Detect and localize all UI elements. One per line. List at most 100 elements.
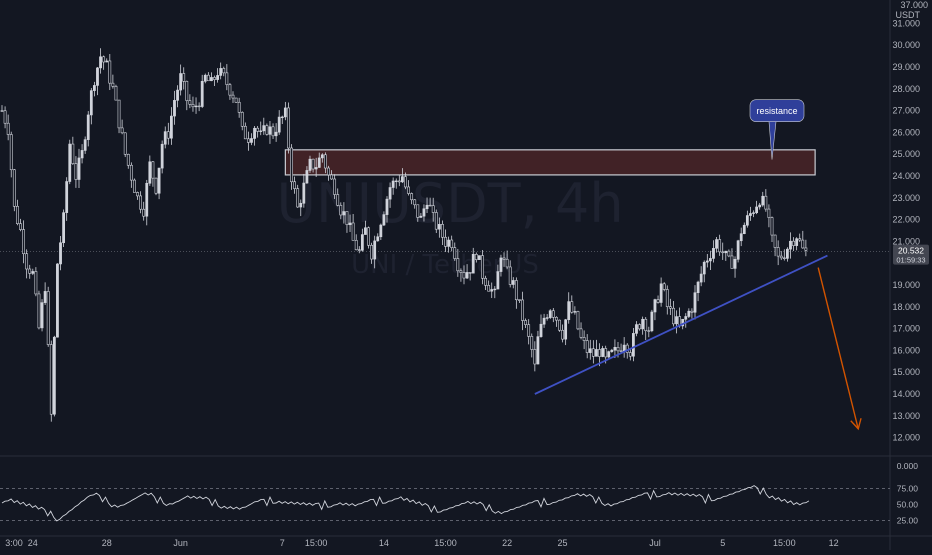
candle-body <box>22 229 25 255</box>
candle-body <box>154 177 158 194</box>
candle-body <box>250 138 253 143</box>
candle-body <box>3 110 7 124</box>
last-price-box <box>893 244 929 265</box>
candle-body <box>6 122 10 135</box>
candle-body <box>117 99 121 129</box>
candle-body <box>77 157 81 180</box>
candle-body <box>216 75 220 80</box>
candle-body <box>253 127 256 139</box>
candle-body <box>96 67 99 86</box>
time-axis[interactable]: 3:00 24 28 Jun 7 15:00 14 15:00 22 25 Jul 5 15:00 12 <box>5 538 838 548</box>
candle-body <box>314 167 318 170</box>
candle-body <box>785 248 789 259</box>
candle-body <box>638 324 641 330</box>
candle-body <box>345 211 349 225</box>
candle-body <box>86 114 90 140</box>
candle-body <box>573 311 577 313</box>
time-tick-label: 25 <box>558 538 568 548</box>
candle-body <box>770 217 774 236</box>
candle-body <box>798 238 802 241</box>
candle-body <box>739 233 743 242</box>
candle-body <box>123 132 127 155</box>
time-tick-label: 15:00 <box>773 538 796 548</box>
candle-body <box>604 348 608 358</box>
candle-body <box>588 348 592 353</box>
candle-body <box>176 89 179 101</box>
candle-body <box>330 174 333 180</box>
candle-body <box>65 181 69 213</box>
candle-body <box>644 318 648 332</box>
candle-body <box>89 90 93 116</box>
countdown-text: 01:59:33 <box>896 256 925 265</box>
candle-body <box>311 158 315 170</box>
candle-body <box>80 150 84 159</box>
candle-body <box>656 299 660 303</box>
candle-body <box>120 127 124 134</box>
price-tick-label: 27.000 <box>892 106 920 116</box>
candle-body <box>801 239 805 249</box>
candle-body <box>404 176 407 188</box>
candle-body <box>163 131 167 145</box>
time-tick-label: Jun <box>173 538 188 548</box>
price-tick-label: 23.000 <box>892 193 920 203</box>
candle-body <box>265 125 269 135</box>
candle-body <box>434 212 438 230</box>
support-trendline[interactable] <box>534 254 828 395</box>
candle-body <box>595 349 598 357</box>
candle-body <box>675 316 678 325</box>
candle-body <box>622 344 626 352</box>
candle-body <box>262 125 266 132</box>
callout-text: resistance <box>756 106 797 116</box>
candle-body <box>619 350 623 352</box>
candle-body <box>15 205 19 224</box>
candle-body <box>222 68 226 74</box>
candle-body <box>792 240 795 246</box>
candle-body <box>749 213 752 216</box>
candle-body <box>422 208 426 217</box>
resistance-callout[interactable]: resistance <box>749 99 805 160</box>
time-tick-label: 12 <box>829 538 839 548</box>
candle-body <box>779 255 783 259</box>
candle-body <box>228 84 232 96</box>
last-price-text: 20.532 <box>898 246 924 256</box>
candle-body <box>687 310 691 317</box>
candle-body <box>148 161 152 184</box>
time-tick-label: 28 <box>102 538 112 548</box>
price-tick-label: 24.000 <box>892 171 920 181</box>
candle-body <box>465 272 469 279</box>
candle-body <box>151 161 155 179</box>
candle-body <box>213 77 216 80</box>
candle-body <box>508 266 512 285</box>
candle-body <box>348 222 352 225</box>
candle-body <box>527 324 531 337</box>
candle-body <box>721 251 725 254</box>
candle-body <box>247 138 250 143</box>
candle-body <box>413 199 417 206</box>
candle-body <box>484 277 487 286</box>
resistance-zone[interactable] <box>284 149 816 176</box>
candle-body <box>296 188 300 208</box>
candle-body <box>336 194 340 206</box>
candle-body <box>668 306 672 309</box>
candle-body <box>493 288 497 291</box>
candle-body <box>616 347 620 352</box>
candle-body <box>416 204 420 218</box>
candle-body <box>237 101 241 113</box>
candle-body <box>339 205 343 216</box>
candle-body <box>431 205 435 213</box>
price-tick-label: 25.000 <box>892 149 920 159</box>
candle-body <box>323 154 327 169</box>
candle-body <box>690 310 694 313</box>
price-tick-label: 13.000 <box>892 411 920 421</box>
candle-body <box>684 316 688 320</box>
candle-body <box>474 254 478 260</box>
candle-body <box>394 180 398 182</box>
projection-arrow[interactable] <box>817 267 862 431</box>
candle-body <box>548 310 552 318</box>
candle-body <box>561 329 564 340</box>
candle-body <box>185 81 189 101</box>
